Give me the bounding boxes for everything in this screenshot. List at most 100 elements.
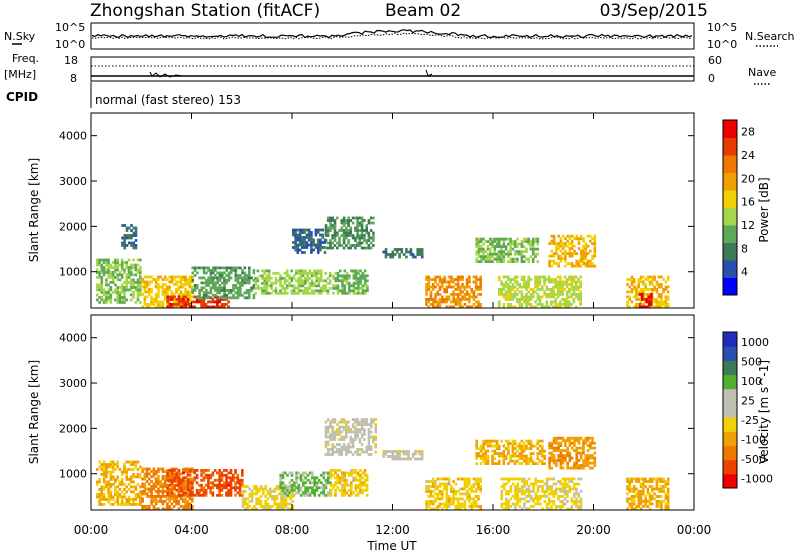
- scatter-cell: [329, 219, 332, 222]
- scatter-cell: [286, 269, 289, 273]
- scatter-cell: [398, 455, 401, 458]
- scatter-cell: [154, 497, 158, 501]
- scatter-cell: [227, 493, 230, 497]
- scatter-cell: [470, 497, 473, 501]
- scatter-cell: [136, 278, 140, 282]
- scatter-cell: [472, 303, 476, 306]
- scatter-cell: [239, 281, 242, 285]
- scatter-cell: [244, 490, 247, 493]
- scatter-cell: [213, 295, 217, 299]
- scatter-cell: [132, 475, 135, 479]
- scatter-cell: [358, 244, 362, 247]
- scatter-cell: [290, 279, 294, 283]
- scatter-cell: [304, 486, 307, 490]
- scatter-cell: [374, 450, 377, 454]
- scatter-cell: [186, 280, 190, 284]
- scatter-cell: [319, 248, 322, 252]
- scatter-cell: [184, 505, 187, 508]
- scatter-cell: [427, 480, 430, 483]
- scatter-cell: [271, 490, 274, 493]
- scatter-cell: [270, 276, 273, 280]
- scatter-cell: [354, 471, 358, 475]
- scatter-cell: [331, 448, 334, 451]
- scatter-cell: [632, 497, 636, 501]
- scatter-cell: [109, 503, 113, 506]
- scatter-cell: [552, 288, 555, 291]
- scatter-cell: [314, 228, 318, 232]
- scatter-cell: [638, 303, 642, 306]
- scatter-cell: [465, 490, 469, 493]
- scatter-cell: [566, 446, 569, 450]
- scatter-cell: [630, 278, 634, 281]
- scatter-cell: [301, 281, 305, 285]
- scatter-cell: [630, 480, 634, 483]
- scatter-cell: [548, 500, 551, 503]
- scatter-cell: [525, 447, 528, 450]
- scatter-cell: [477, 252, 481, 256]
- scatter-cell: [644, 293, 647, 296]
- scatter-cell: [326, 229, 330, 232]
- scatter-cell: [566, 482, 569, 486]
- scatter-cell: [531, 293, 535, 296]
- scatter-cell: [336, 234, 339, 237]
- scatter-cell: [274, 286, 278, 290]
- scatter-cell: [539, 497, 542, 501]
- scatter-cell: [333, 420, 337, 424]
- scatter-cell: [374, 438, 377, 441]
- scatter-cell: [398, 248, 401, 251]
- scatter-cell: [418, 450, 422, 453]
- scatter-cell: [575, 500, 578, 503]
- scatter-cell: [297, 276, 300, 280]
- scatter-cell: [450, 280, 453, 284]
- scatter-cell: [538, 283, 542, 286]
- scatter-cell: [456, 500, 460, 503]
- scatter-cell: [556, 303, 560, 306]
- scatter-cell: [304, 491, 307, 495]
- scatter-cell: [107, 271, 110, 274]
- scatter-cell: [427, 288, 430, 291]
- scatter-cell: [459, 298, 462, 301]
- scatter-cell: [154, 305, 158, 309]
- scatter-cell: [450, 305, 453, 309]
- scatter-cell: [157, 288, 160, 291]
- scatter-cell: [177, 285, 180, 289]
- scatter-cell: [564, 259, 567, 263]
- scatter-cell: [514, 507, 517, 511]
- scatter-cell: [472, 500, 476, 503]
- scatter-cell: [369, 420, 373, 424]
- scatter-cell: [311, 476, 314, 480]
- scatter-cell: [329, 438, 332, 441]
- scatter-cell: [111, 266, 115, 269]
- scatter-cell: [227, 266, 231, 270]
- scatter-cell: [529, 490, 533, 493]
- scatter-cell: [513, 290, 517, 294]
- scatter-cell: [331, 469, 335, 472]
- scatter-cell: [470, 505, 473, 508]
- scatter-cell: [284, 493, 287, 497]
- scatter-cell: [573, 466, 576, 470]
- scatter-cell: [175, 280, 178, 284]
- scatter-cell: [216, 296, 219, 300]
- scatter-cell: [468, 293, 471, 296]
- scatter-cell: [660, 490, 663, 493]
- scatter-cell: [538, 449, 542, 453]
- scatter-cell: [161, 305, 165, 309]
- scatter-cell: [573, 249, 576, 253]
- scatter-cell: [566, 449, 569, 452]
- scatter-cell: [100, 291, 104, 294]
- scatter-cell: [507, 477, 510, 481]
- scatter-cell: [154, 472, 158, 476]
- scatter-cell: [359, 269, 362, 273]
- scatter-cell: [218, 291, 222, 295]
- scatter-cell: [502, 242, 506, 246]
- scatter-cell: [341, 276, 344, 280]
- scatter-cell: [177, 476, 181, 480]
- scatter-cell: [662, 288, 665, 291]
- scatter-cell: [343, 276, 347, 280]
- scatter-cell: [575, 264, 578, 268]
- scatter-cell: [193, 478, 197, 482]
- scatter-cell: [134, 266, 138, 269]
- scatter-cell: [507, 288, 510, 291]
- scatter-cell: [218, 284, 222, 287]
